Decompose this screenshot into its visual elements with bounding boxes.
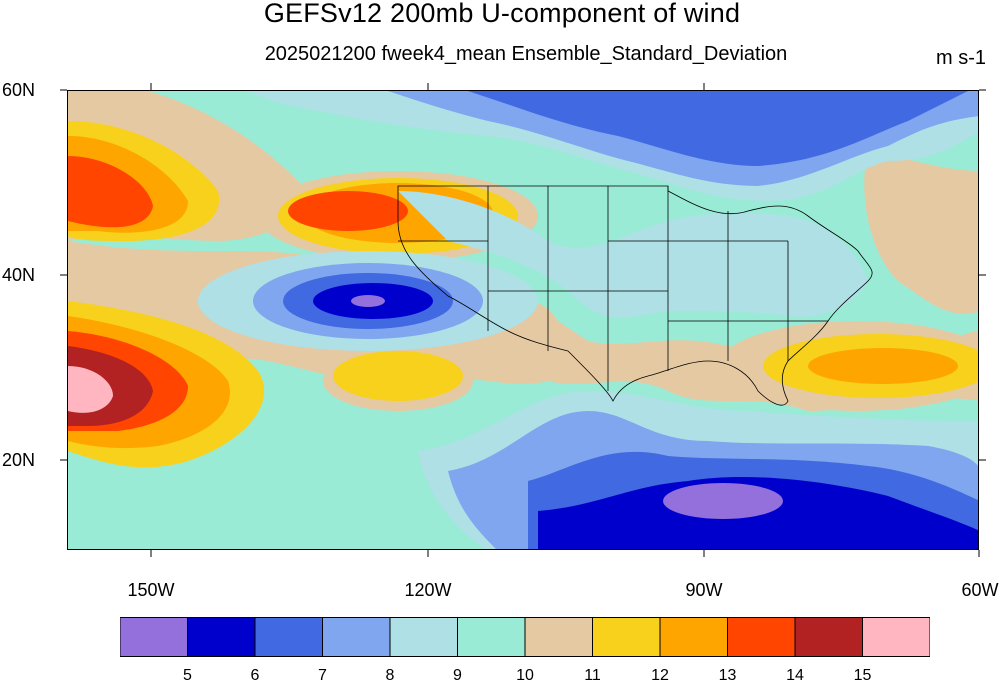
fill-level-14-nw — [68, 156, 153, 228]
colorbar-swatch — [592, 617, 661, 657]
colorbar-swatch — [322, 617, 391, 657]
lat-label-40n: 40N — [2, 265, 36, 285]
map-plot-area — [67, 90, 979, 550]
colorbar-tick-label: 11 — [584, 667, 601, 684]
conus-outline — [397, 185, 873, 406]
fill-level-7-north — [468, 91, 968, 166]
fill-level-9-conus — [398, 191, 868, 318]
colorbar-tick-label: 15 — [853, 667, 872, 684]
fill-level-16-sw — [68, 366, 113, 413]
colorbar-tick-label: 9 — [453, 667, 462, 684]
colorbar-swatch — [254, 617, 323, 657]
colorbar-swatch — [187, 617, 256, 657]
colorbar-swatch — [457, 617, 526, 657]
fill-level-5-ca — [351, 295, 385, 307]
colorbar-swatch — [120, 617, 188, 657]
lon-label-150w: 150W — [127, 580, 175, 600]
colorbar-tick-label: 12 — [651, 667, 669, 684]
lon-label-60w: 60W — [961, 580, 999, 600]
colorbar-swatch — [659, 617, 728, 657]
colorbar-tick-label: 10 — [516, 667, 534, 684]
units-label: m s-1 — [936, 47, 986, 69]
colorbar-tick-label: 13 — [718, 667, 737, 684]
colorbar-swatch — [862, 617, 930, 657]
lon-label-90w: 90W — [685, 580, 723, 600]
colorbar-tick-label: 7 — [318, 667, 327, 684]
lat-label-20n: 20N — [2, 450, 36, 470]
colorbar-swatch — [727, 617, 796, 657]
colorbar — [120, 617, 930, 657]
map-boundaries — [397, 185, 873, 406]
colorbar-tick-label: 14 — [786, 667, 804, 684]
colorbar-swatch — [389, 617, 458, 657]
map-title: GEFSv12 200mb U-component of wind — [263, 0, 741, 28]
colorbar-swatch — [794, 617, 863, 657]
colorbar-tick-label: 6 — [250, 667, 260, 684]
fill-level-14-pnw — [288, 191, 408, 231]
fill-level-13-se — [808, 348, 958, 384]
map-subtitle: 2025021200 fweek4_mean Ensemble_Standard… — [264, 43, 788, 65]
fill-level-12-cp — [333, 351, 463, 401]
contour-field — [68, 91, 978, 549]
fill-level-5-south — [663, 483, 783, 519]
fill-level-11-ne — [864, 151, 978, 314]
lat-label-60n: 60N — [2, 80, 36, 100]
lon-label-120w: 120W — [404, 580, 452, 600]
colorbar-tick-label: 8 — [385, 667, 395, 684]
colorbar-tick-label: 5 — [183, 667, 192, 684]
colorbar-swatch — [524, 617, 593, 657]
